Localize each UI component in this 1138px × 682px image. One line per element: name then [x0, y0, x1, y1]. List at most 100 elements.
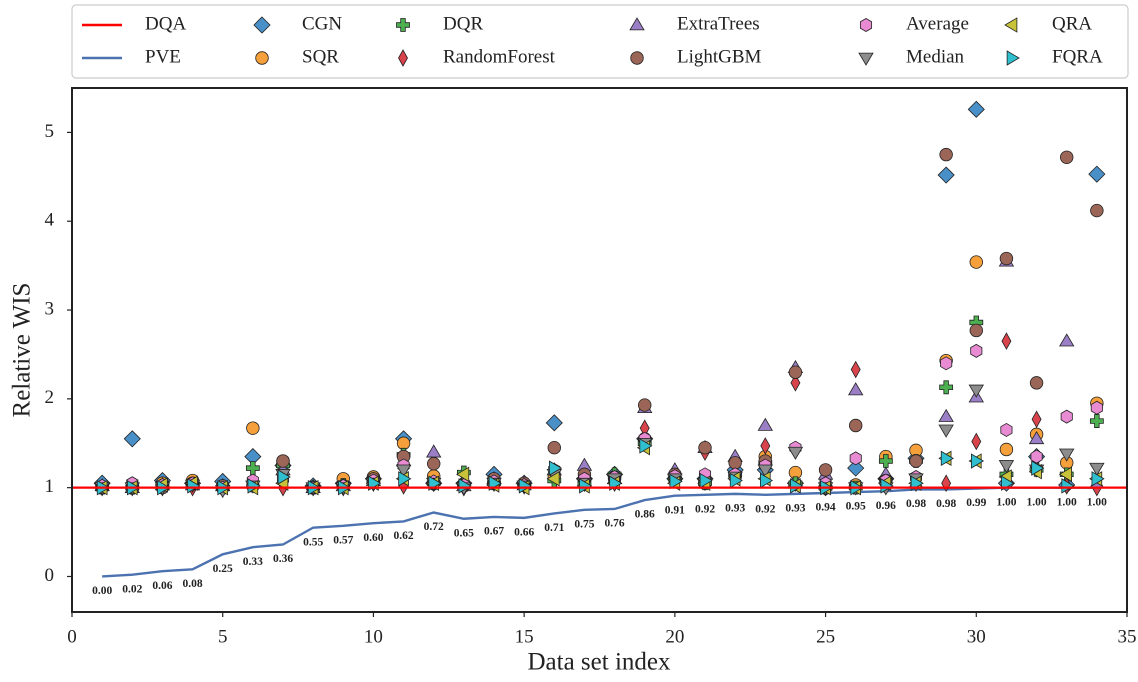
data-label: 0.98 [906, 498, 926, 510]
data-label: 1.00 [1057, 496, 1077, 508]
data-point [847, 459, 865, 477]
legend-swatch [858, 52, 874, 66]
data-point [909, 454, 923, 468]
data-point [1060, 150, 1074, 164]
data-label: 0.92 [695, 503, 715, 515]
pve-line [102, 486, 1097, 578]
data-point [426, 444, 442, 458]
data-point [760, 437, 771, 455]
data-point [998, 460, 1015, 474]
data-point [1000, 422, 1013, 437]
data-label: 0.06 [152, 580, 172, 592]
legend-label: Median [906, 46, 965, 67]
data-point [728, 456, 742, 470]
data-point [395, 464, 412, 478]
legend-swatch [255, 51, 269, 65]
data-label: 0.02 [122, 583, 142, 595]
data-point [546, 471, 560, 487]
data-label: 1.00 [1087, 496, 1107, 508]
legend-swatch [253, 16, 271, 34]
data-point [818, 463, 833, 477]
data-label: 0.62 [394, 530, 414, 542]
legend-label: CGN [302, 13, 342, 34]
data-point [1029, 376, 1044, 390]
data-label: 0.71 [544, 522, 564, 534]
data-point [1060, 409, 1073, 424]
data-point [788, 365, 803, 379]
data-point [849, 451, 862, 466]
x-tick-label: 0 [67, 626, 77, 647]
data-point [1089, 462, 1105, 476]
legend-label: RandomForest [443, 46, 556, 67]
legend-label: DQR [443, 13, 483, 34]
legend-box [71, 4, 1129, 79]
data-point [277, 469, 291, 485]
y-tick-label: 5 [45, 121, 55, 142]
data-point [548, 460, 563, 476]
data-label: 0.60 [363, 532, 383, 544]
data-label: 0.00 [92, 585, 112, 597]
data-point [1031, 410, 1042, 429]
y-tick-label: 1 [45, 476, 55, 497]
data-point [757, 417, 773, 431]
data-point [547, 440, 561, 455]
data-point [1090, 203, 1104, 218]
legend-swatch [396, 18, 410, 32]
data-point [123, 430, 141, 448]
data-point [940, 450, 954, 467]
data-point [1090, 400, 1103, 415]
data-point [246, 421, 260, 435]
data-point [1091, 471, 1105, 487]
data-point [456, 466, 470, 483]
data-label: 0.57 [333, 534, 353, 546]
data-label: 0.25 [213, 563, 233, 575]
data-point [1059, 333, 1075, 347]
data-point [970, 343, 983, 358]
legend-swatch [1006, 50, 1020, 66]
legend-label: QRA [1052, 13, 1092, 34]
legend-swatch [630, 51, 644, 65]
data-point [396, 436, 411, 450]
legend-label: Average [906, 13, 969, 34]
data-point [999, 251, 1014, 266]
data-point [790, 374, 801, 392]
data-point [999, 442, 1014, 457]
data-point [790, 478, 804, 494]
legend-swatch [859, 18, 873, 32]
data-point [1059, 448, 1075, 462]
data-point [848, 382, 864, 396]
data-point [1061, 478, 1075, 494]
data-point [939, 380, 954, 395]
data-point [971, 432, 982, 451]
data-point [759, 472, 774, 489]
data-point [458, 478, 472, 494]
data-label: 0.08 [183, 578, 203, 590]
legend-swatch [398, 49, 408, 67]
data-point [968, 384, 984, 398]
legend-label: LightGBM [677, 46, 762, 67]
y-tick-label: 2 [45, 387, 55, 408]
x-tick-label: 5 [218, 626, 228, 647]
data-point [398, 471, 412, 487]
data-label: 0.33 [243, 556, 263, 568]
data-point [698, 440, 712, 455]
data-label: 0.66 [514, 526, 534, 538]
data-point [1028, 431, 1045, 445]
data-label: 0.93 [785, 503, 805, 515]
plot-area: 0.00 0.02 0.06 0.08 0.25 0.33 0.36 0.55 0.57 0.60… [72, 100, 1127, 597]
data-point [878, 454, 893, 468]
data-point [970, 453, 985, 469]
legend-swatch [1004, 17, 1018, 33]
data-label: 0.76 [605, 518, 625, 530]
x-tick-label: 30 [967, 626, 986, 647]
data-label: 0.72 [424, 521, 444, 533]
data-point [1001, 332, 1012, 350]
legend-swatch [629, 17, 645, 31]
data-point [849, 418, 863, 433]
x-tick-label: 10 [364, 626, 383, 647]
data-point [967, 100, 985, 118]
data-point [545, 414, 563, 432]
data-point [939, 147, 953, 162]
